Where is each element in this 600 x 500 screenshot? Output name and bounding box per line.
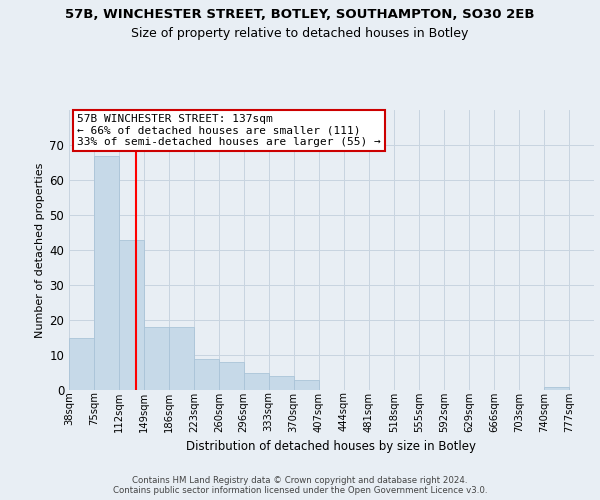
Y-axis label: Number of detached properties: Number of detached properties [35, 162, 45, 338]
Bar [69, 338, 94, 390]
Bar [269, 376, 293, 390]
Bar [119, 240, 144, 390]
Bar [94, 156, 119, 390]
Bar [293, 380, 319, 390]
Text: Contains HM Land Registry data © Crown copyright and database right 2024.
Contai: Contains HM Land Registry data © Crown c… [113, 476, 487, 495]
Text: Size of property relative to detached houses in Botley: Size of property relative to detached ho… [131, 28, 469, 40]
Bar [169, 327, 194, 390]
Text: 57B WINCHESTER STREET: 137sqm
← 66% of detached houses are smaller (111)
33% of : 57B WINCHESTER STREET: 137sqm ← 66% of d… [77, 114, 380, 148]
Bar [544, 386, 569, 390]
X-axis label: Distribution of detached houses by size in Botley: Distribution of detached houses by size … [187, 440, 476, 453]
Bar [194, 358, 219, 390]
Bar [244, 372, 269, 390]
Bar [219, 362, 244, 390]
Text: 57B, WINCHESTER STREET, BOTLEY, SOUTHAMPTON, SO30 2EB: 57B, WINCHESTER STREET, BOTLEY, SOUTHAMP… [65, 8, 535, 20]
Bar [144, 327, 169, 390]
